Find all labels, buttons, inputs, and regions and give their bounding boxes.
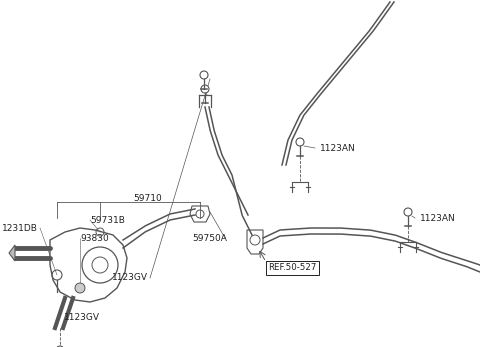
Text: 59731B: 59731B xyxy=(90,215,125,225)
Text: 59710: 59710 xyxy=(133,194,162,203)
Circle shape xyxy=(56,346,64,347)
Circle shape xyxy=(200,71,208,79)
Circle shape xyxy=(201,85,209,93)
Polygon shape xyxy=(9,245,15,261)
Text: 1123GV: 1123GV xyxy=(112,273,148,282)
Text: REF.50-527: REF.50-527 xyxy=(268,263,316,272)
Circle shape xyxy=(296,138,304,146)
Text: 59750A: 59750A xyxy=(192,234,227,243)
Text: 93830: 93830 xyxy=(80,234,109,243)
Circle shape xyxy=(404,208,412,216)
Text: 1123AN: 1123AN xyxy=(420,213,456,222)
Text: 1123AN: 1123AN xyxy=(320,144,356,152)
Text: 1231DB: 1231DB xyxy=(2,223,38,232)
Text: 1123GV: 1123GV xyxy=(64,313,100,322)
Circle shape xyxy=(75,283,85,293)
